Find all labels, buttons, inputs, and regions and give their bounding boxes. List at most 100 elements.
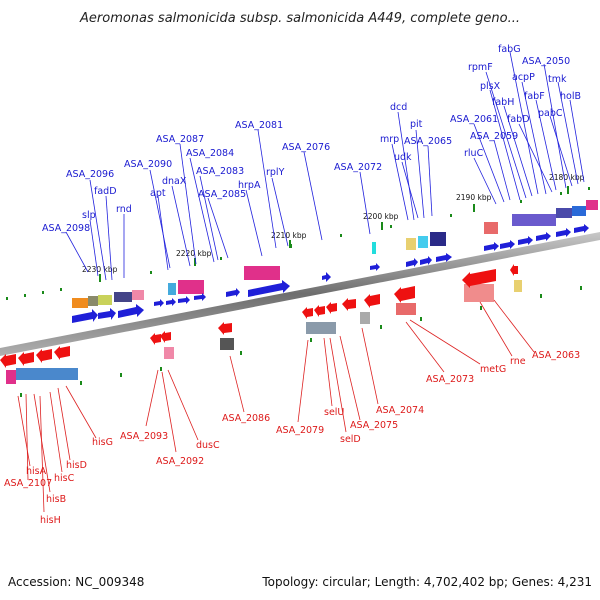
reverse-arrow <box>160 331 171 343</box>
gene-label-forward[interactable]: ASA_2098 <box>42 223 90 234</box>
tick-label: 2190 kbp <box>456 193 492 202</box>
accession-label: Accession: NC_009348 <box>8 575 144 589</box>
gene-label-forward[interactable]: fabF <box>524 91 545 102</box>
forward-cog-boxes <box>72 200 598 308</box>
gene-label-forward[interactable]: ASA_2083 <box>196 166 244 177</box>
tick-2190: 2190 kbp <box>456 193 492 212</box>
forward-arrow <box>556 228 571 237</box>
gene-label-forward[interactable]: rluC <box>464 148 484 159</box>
gene-label-forward[interactable]: ASA_2081 <box>235 120 283 131</box>
kbp-ticks: 2230 kbp 2220 kbp 2210 kbp 2200 kbp 2190… <box>82 173 585 282</box>
gene-label-forward[interactable]: ASA_2065 <box>404 136 452 147</box>
topology-label: Topology: circular; Length: 4,702,402 bp… <box>261 575 592 589</box>
forward-arrow <box>574 224 589 233</box>
gene-label-forward[interactable]: fadD <box>94 186 117 197</box>
tick-label: 2210 kbp <box>271 231 307 240</box>
gene-label-reverse[interactable]: ASA_2074 <box>376 405 424 416</box>
gene-label-reverse[interactable]: ASA_2093 <box>120 431 168 442</box>
gene-label-forward[interactable]: ASA_2059 <box>470 131 518 142</box>
gene-label-reverse[interactable]: ASA_2092 <box>156 456 204 467</box>
reverse-arrow <box>36 349 52 363</box>
forward-arrow <box>166 298 176 306</box>
forward-arrow <box>484 242 499 251</box>
forward-arrow <box>72 309 98 323</box>
forward-arrow <box>518 236 533 245</box>
gene-label-reverse[interactable]: ASA_2063 <box>532 350 580 361</box>
tick-label: 2200 kbp <box>363 212 399 221</box>
reverse-arrow <box>150 333 161 345</box>
forward-arrow <box>226 288 240 297</box>
gene-label-forward[interactable]: dcd <box>390 102 407 113</box>
tick-2210: 2210 kbp <box>271 231 307 248</box>
gene-label-forward[interactable]: ASA_2090 <box>124 159 172 170</box>
reverse-arrow <box>0 354 16 368</box>
gene-label-forward[interactable]: ASA_2072 <box>334 162 382 173</box>
tick-2180: 2180 kbp <box>549 173 585 194</box>
gene-label-reverse[interactable]: hisC <box>54 473 75 484</box>
gene-label-reverse[interactable]: hisA <box>26 466 47 477</box>
gene-label-forward[interactable]: pabC <box>538 108 563 119</box>
forward-arrow <box>406 258 418 267</box>
gene-label-forward[interactable]: ASA_2050 <box>522 56 570 67</box>
gene-label-reverse[interactable]: ASA_2073 <box>426 374 474 385</box>
reverse-gene-labels <box>17 299 535 513</box>
gene-label-reverse[interactable]: ASA_2079 <box>276 425 324 436</box>
tick-label: 2220 kbp <box>176 249 212 258</box>
forward-arrow <box>248 280 290 297</box>
reverse-arrow <box>218 322 232 335</box>
gene-label-forward[interactable]: ASA_2076 <box>282 142 330 153</box>
gene-label-forward[interactable]: mrp <box>380 134 399 145</box>
gene-label-forward[interactable]: acpP <box>512 72 535 83</box>
gene-label-forward[interactable]: slp <box>82 210 96 221</box>
gene-label-forward[interactable]: ASA_2061 <box>450 114 498 125</box>
gene-label-forward[interactable]: udk <box>394 152 412 163</box>
gene-label-reverse[interactable]: hisB <box>46 494 66 505</box>
gene-label-forward[interactable]: hrpA <box>238 180 261 191</box>
gene-label-reverse[interactable]: dusC <box>196 440 220 451</box>
gene-label-forward[interactable]: plsX <box>480 81 501 92</box>
forward-arrow <box>178 296 190 304</box>
gene-label-forward[interactable]: ASA_2085 <box>198 189 246 200</box>
tick-2220: 2220 kbp <box>176 249 212 266</box>
gene-label-reverse[interactable]: selD <box>340 434 361 445</box>
forward-arrow <box>118 304 144 318</box>
gene-label-forward[interactable]: ASA_2087 <box>156 134 204 145</box>
gene-label-forward[interactable]: tmk <box>548 74 567 85</box>
gene-label-reverse[interactable]: hisD <box>66 460 87 471</box>
gene-label-reverse[interactable]: ASA_2086 <box>222 413 270 424</box>
forward-arrow <box>500 240 515 249</box>
gene-label-forward[interactable]: rplY <box>266 167 285 178</box>
gene-label-reverse[interactable]: metG <box>480 364 506 375</box>
gene-label-forward[interactable]: ASA_2084 <box>186 148 234 159</box>
gene-label-forward[interactable]: ASA_2096 <box>66 169 114 180</box>
reverse-arrow <box>462 269 496 288</box>
gene-label-reverse[interactable]: ASA_2107 <box>4 478 52 489</box>
gene-label-forward[interactable]: rpmF <box>468 62 493 73</box>
forward-gene-arrows <box>72 224 589 323</box>
gene-label-forward[interactable]: apt <box>150 188 166 199</box>
gene-label-forward[interactable]: fabG <box>498 44 521 55</box>
reverse-arrow <box>342 298 356 311</box>
forward-arrow <box>98 308 116 320</box>
gene-label-reverse[interactable]: ASA_2075 <box>350 420 398 431</box>
map-title: Aeromonas salmonicida subsp. salmonicida… <box>79 11 520 26</box>
reverse-arrow <box>394 286 415 303</box>
gene-label-reverse[interactable]: hisH <box>40 515 61 526</box>
gene-label-forward[interactable]: fabD <box>507 114 530 125</box>
gene-label-reverse[interactable]: hisG <box>92 437 113 448</box>
gene-label-forward[interactable]: dnaX <box>162 176 187 187</box>
gene-label-forward[interactable]: holB <box>560 91 581 102</box>
genome-backbone <box>0 232 600 356</box>
gene-label-reverse[interactable]: rne <box>510 356 526 367</box>
forward-arrow <box>154 299 164 307</box>
tick-2230: 2230 kbp <box>82 265 118 282</box>
forward-arrow <box>420 256 432 265</box>
reverse-arrow <box>314 305 325 317</box>
gene-label-reverse[interactable]: selU <box>324 407 344 418</box>
gene-label-forward[interactable]: fabH <box>492 97 514 108</box>
gene-label-forward[interactable]: pit <box>410 119 423 130</box>
forward-arrow <box>194 293 206 301</box>
tick-label: 2180 kbp <box>549 173 585 182</box>
gene-label-forward[interactable]: rnd <box>116 204 132 215</box>
